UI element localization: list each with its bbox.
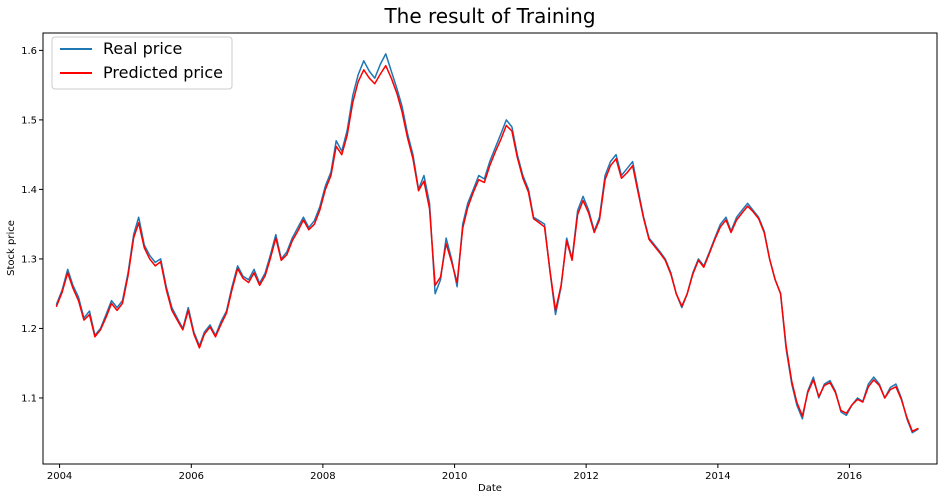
- y-tick-label: 1.2: [21, 324, 37, 335]
- predicted-price-line: [55, 64, 919, 433]
- x-tick-label: 2004: [47, 471, 72, 482]
- x-tick-label: 2010: [442, 471, 467, 482]
- y-tick-label: 1.4: [21, 185, 37, 196]
- x-tick-label: 2012: [573, 471, 598, 482]
- series-layer: [55, 53, 919, 434]
- plot-area: [42, 32, 938, 465]
- y-tick-label: 1.1: [21, 393, 37, 404]
- x-tick-label: 2006: [179, 471, 204, 482]
- x-axis: 2004 2006 2008 2010 2012 2014 2016: [47, 464, 862, 482]
- chart-title: The result of Training: [383, 4, 595, 28]
- legend-box: [51, 36, 233, 90]
- y-axis-label: Stock price: [6, 220, 17, 276]
- legend-label-predicted-price: Predicted price: [103, 63, 223, 82]
- y-tick-label: 1.3: [21, 254, 37, 265]
- y-tick-label: 1.6: [21, 46, 37, 57]
- x-tick-label: 2014: [705, 471, 730, 482]
- legend-label-real-price: Real price: [103, 39, 182, 58]
- x-axis-label: Date: [478, 483, 502, 494]
- plot-frame: [42, 32, 938, 465]
- x-tick-label: 2008: [310, 471, 335, 482]
- y-axis: 1.1 1.2 1.3 1.4 1.5 1.6: [21, 46, 43, 404]
- legend: Real price Predicted price: [51, 36, 233, 90]
- y-tick-label: 1.5: [21, 115, 37, 126]
- title-text: The result of Training: [383, 4, 595, 28]
- x-tick-label: 2016: [837, 471, 862, 482]
